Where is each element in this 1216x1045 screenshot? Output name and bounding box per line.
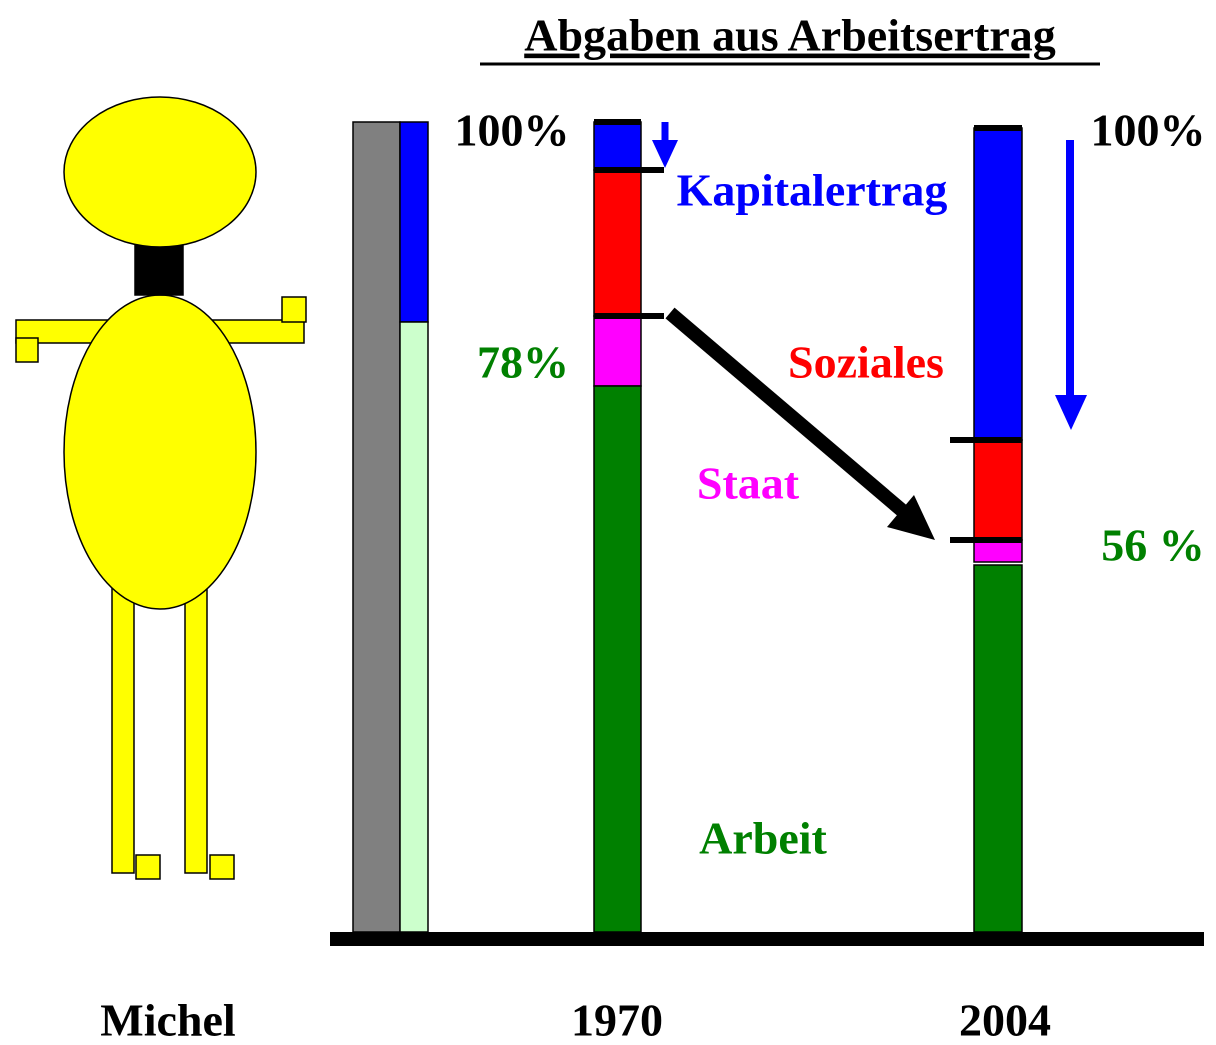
label-staat: Staat [697,458,800,509]
arrow-large-head [1055,395,1087,430]
label-100-2004: 100% [1091,105,1206,156]
label-56: 56 % [1101,520,1205,571]
bar-1970 [593,121,642,933]
shift-arrow [665,307,910,519]
reference-bars [352,121,429,933]
ticks-1970 [594,119,664,319]
title: Abgaben aus Arbeitsertrag [524,10,1056,61]
label-kapitalertrag: Kapitalertrag [677,165,948,216]
column-label: 2004 [959,995,1051,1045]
shift-arrow-head [887,495,935,540]
label-arbeit: Arbeit [699,813,827,864]
column-label: 1970 [571,995,663,1045]
arrow-small-head [652,140,678,168]
ticks-2004 [950,125,1022,543]
bar-2004 [973,127,1023,933]
michel-figure [15,96,307,880]
label-soziales: Soziales [788,337,944,388]
label-100-1970: 100% [455,105,570,156]
label-78: 78% [477,337,569,388]
baseline [330,932,1204,946]
column-label: Michel [100,995,235,1045]
